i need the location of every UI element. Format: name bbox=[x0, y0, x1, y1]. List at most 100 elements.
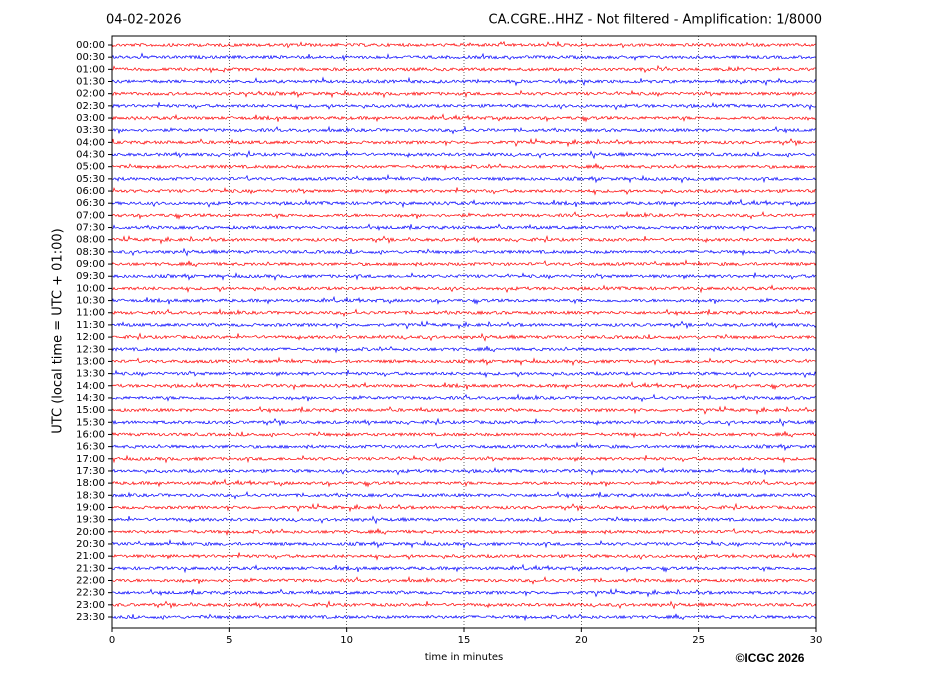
y-tick-label: 02:00 bbox=[76, 89, 105, 100]
trace bbox=[111, 89, 817, 99]
trace bbox=[111, 308, 817, 318]
x-tick-label: 5 bbox=[226, 635, 232, 646]
trace bbox=[111, 149, 817, 160]
trace bbox=[111, 113, 817, 123]
trace bbox=[111, 613, 817, 622]
trace bbox=[111, 187, 817, 196]
y-tick-label: 16:30 bbox=[76, 442, 105, 453]
trace bbox=[111, 40, 817, 49]
trace bbox=[111, 76, 817, 87]
trace bbox=[111, 332, 817, 342]
y-tick-label: 01:00 bbox=[76, 64, 105, 75]
y-tick-label: 10:00 bbox=[76, 283, 105, 294]
trace bbox=[111, 588, 817, 598]
y-tick-label: 09:00 bbox=[76, 259, 105, 270]
y-tick-label: 11:00 bbox=[76, 308, 105, 319]
trace bbox=[111, 405, 817, 415]
trace bbox=[111, 320, 817, 330]
y-tick-label: 00:30 bbox=[76, 52, 105, 63]
y-tick-label: 01:30 bbox=[76, 77, 105, 88]
trace bbox=[111, 454, 817, 464]
trace bbox=[111, 600, 817, 610]
y-axis-label: UTC (local time = UTC + 01:00) bbox=[51, 228, 66, 433]
y-tick-label: 07:00 bbox=[76, 210, 105, 221]
trace bbox=[111, 478, 817, 488]
y-tick-label: 15:30 bbox=[76, 417, 105, 428]
trace bbox=[111, 101, 817, 111]
x-axis-label: time in minutes bbox=[425, 652, 504, 663]
y-tick-label: 20:00 bbox=[76, 527, 105, 538]
y-tick-label: 12:00 bbox=[76, 332, 105, 343]
y-tick-label: 05:30 bbox=[76, 174, 105, 185]
trace bbox=[111, 431, 817, 439]
y-tick-label: 13:30 bbox=[76, 369, 105, 380]
trace bbox=[111, 223, 817, 233]
x-tick-label: 25 bbox=[692, 635, 705, 646]
y-tick-label: 23:30 bbox=[76, 612, 105, 623]
y-tick-label: 16:00 bbox=[76, 429, 105, 440]
y-tick-label: 17:30 bbox=[76, 466, 105, 477]
y-tick-label: 06:00 bbox=[76, 186, 105, 197]
trace bbox=[111, 163, 817, 171]
x-tick-label: 30 bbox=[810, 635, 823, 646]
trace bbox=[111, 575, 817, 585]
y-tick-label: 18:00 bbox=[76, 478, 105, 489]
trace bbox=[111, 125, 817, 135]
trace bbox=[111, 539, 817, 549]
x-tick-label: 0 bbox=[109, 635, 115, 646]
chart-title: CA.CGRE..HHZ - Not filtered - Amplificat… bbox=[489, 13, 823, 28]
trace bbox=[111, 272, 817, 281]
plot-frame bbox=[111, 35, 817, 629]
trace bbox=[111, 137, 817, 148]
y-tick-label: 23:00 bbox=[76, 600, 105, 611]
y-tick-label: 06:30 bbox=[76, 198, 105, 209]
trace bbox=[111, 345, 817, 354]
y-tick-label: 04:30 bbox=[76, 150, 105, 161]
y-tick-label: 03:00 bbox=[76, 113, 105, 124]
y-tick-label: 22:00 bbox=[76, 575, 105, 586]
trace bbox=[111, 552, 817, 561]
trace bbox=[111, 369, 817, 379]
y-tick-label: 12:30 bbox=[76, 344, 105, 355]
y-tick-label: 04:00 bbox=[76, 137, 105, 148]
x-tick-label: 15 bbox=[458, 635, 471, 646]
trace bbox=[111, 173, 817, 184]
trace bbox=[111, 284, 817, 294]
trace bbox=[111, 295, 817, 306]
x-tick-label: 20 bbox=[575, 635, 588, 646]
y-tick-label: 08:00 bbox=[76, 235, 105, 246]
y-tick-label: 15:00 bbox=[76, 405, 105, 416]
date: 04-02-2026 bbox=[106, 13, 182, 28]
y-tick-label: 14:00 bbox=[76, 381, 105, 392]
trace bbox=[111, 259, 817, 268]
y-tick-label: 00:00 bbox=[76, 40, 105, 51]
y-tick-label: 07:30 bbox=[76, 223, 105, 234]
trace bbox=[111, 466, 817, 476]
trace bbox=[111, 527, 817, 537]
trace bbox=[111, 490, 817, 500]
y-tick-label: 02:30 bbox=[76, 101, 105, 112]
y-tick-label: 11:30 bbox=[76, 320, 105, 331]
trace bbox=[111, 210, 817, 220]
y-tick-label: 21:30 bbox=[76, 563, 105, 574]
trace bbox=[111, 235, 817, 245]
trace bbox=[111, 247, 817, 257]
trace bbox=[111, 502, 817, 513]
y-tick-label: 13:00 bbox=[76, 356, 105, 367]
y-tick-label: 09:30 bbox=[76, 271, 105, 282]
trace bbox=[111, 393, 817, 403]
trace bbox=[111, 52, 817, 62]
x-tick-label: 10 bbox=[340, 635, 353, 646]
y-tick-label: 10:30 bbox=[76, 296, 105, 307]
copyright: ©ICGC 2026 bbox=[736, 651, 805, 665]
y-tick-label: 08:30 bbox=[76, 247, 105, 258]
y-tick-label: 21:00 bbox=[76, 551, 105, 562]
y-tick-label: 19:30 bbox=[76, 515, 105, 526]
trace bbox=[111, 64, 817, 74]
y-tick-label: 20:30 bbox=[76, 539, 105, 550]
y-tick-label: 18:30 bbox=[76, 490, 105, 501]
y-tick-label: 05:00 bbox=[76, 162, 105, 173]
y-tick-label: 19:00 bbox=[76, 502, 105, 513]
trace bbox=[111, 356, 817, 367]
